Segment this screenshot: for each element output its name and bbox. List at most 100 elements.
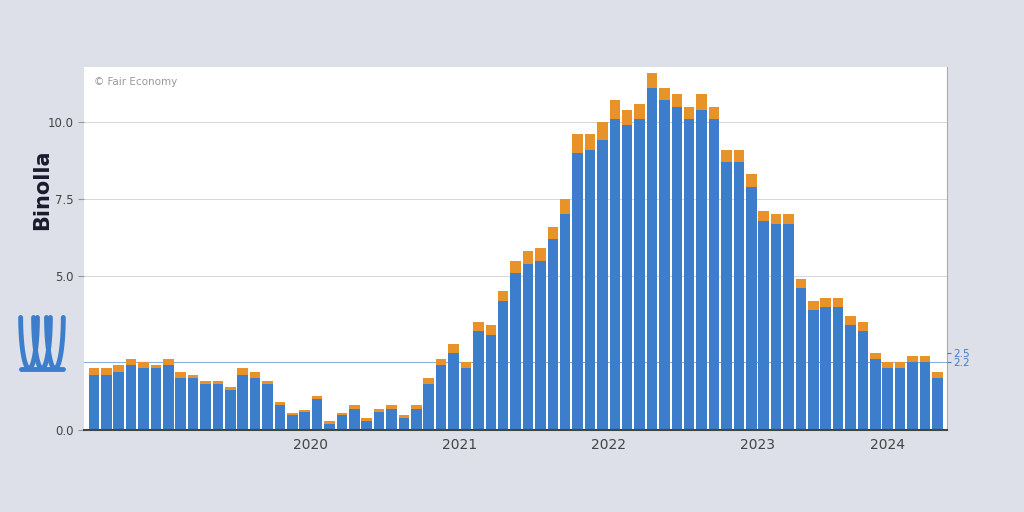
Bar — [721, 162, 732, 430]
Bar — [857, 331, 868, 430]
Bar — [114, 372, 124, 430]
Bar — [337, 413, 347, 415]
Bar — [485, 334, 496, 430]
Bar — [883, 362, 893, 369]
Bar — [411, 409, 422, 430]
Bar — [312, 396, 323, 399]
Bar — [522, 264, 534, 430]
Bar — [225, 387, 236, 390]
Bar — [361, 418, 372, 421]
Bar — [907, 356, 918, 362]
Bar — [287, 415, 298, 430]
Bar — [250, 372, 260, 378]
Bar — [845, 316, 856, 325]
Bar — [597, 122, 607, 140]
Bar — [89, 369, 99, 375]
Bar — [337, 415, 347, 430]
Bar — [647, 73, 657, 88]
Bar — [498, 301, 509, 430]
Bar — [783, 215, 794, 224]
Bar — [883, 369, 893, 430]
Bar — [609, 100, 621, 119]
Bar — [187, 375, 199, 378]
Bar — [187, 378, 199, 430]
Bar — [647, 88, 657, 430]
Bar — [398, 418, 410, 430]
Bar — [536, 248, 546, 261]
Bar — [870, 359, 881, 430]
Bar — [609, 119, 621, 430]
Bar — [733, 150, 744, 162]
Bar — [325, 424, 335, 430]
Bar — [548, 239, 558, 430]
Bar — [733, 162, 744, 430]
Bar — [213, 381, 223, 384]
Bar — [473, 331, 483, 430]
Bar — [672, 106, 682, 430]
Bar — [684, 106, 694, 119]
Bar — [175, 378, 186, 430]
Bar — [325, 421, 335, 424]
Bar — [622, 125, 633, 430]
Bar — [175, 372, 186, 378]
Bar — [510, 273, 521, 430]
Bar — [424, 378, 434, 384]
Bar — [424, 384, 434, 430]
Bar — [126, 359, 136, 366]
Bar — [659, 100, 670, 430]
Bar — [560, 199, 570, 215]
Bar — [522, 251, 534, 264]
Bar — [163, 366, 174, 430]
Bar — [461, 369, 471, 430]
Bar — [398, 415, 410, 418]
Bar — [250, 378, 260, 430]
Bar — [449, 344, 459, 353]
Bar — [759, 221, 769, 430]
Bar — [820, 297, 830, 307]
Bar — [833, 307, 844, 430]
Bar — [274, 406, 286, 430]
Bar — [274, 402, 286, 406]
Bar — [696, 94, 707, 110]
Bar — [920, 356, 930, 362]
Bar — [213, 384, 223, 430]
Bar — [138, 362, 148, 369]
Bar — [932, 378, 942, 430]
Bar — [299, 412, 310, 430]
Bar — [238, 369, 248, 375]
Bar — [151, 366, 161, 369]
Bar — [536, 261, 546, 430]
Bar — [510, 261, 521, 273]
Bar — [783, 224, 794, 430]
Bar — [374, 409, 384, 412]
Bar — [374, 412, 384, 430]
Bar — [361, 421, 372, 430]
Bar — [89, 375, 99, 430]
Bar — [151, 369, 161, 430]
Bar — [299, 410, 310, 412]
Bar — [225, 390, 236, 430]
Text: Binolla: Binolla — [32, 149, 52, 230]
Bar — [833, 297, 844, 307]
Bar — [163, 359, 174, 366]
Text: © Fair Economy: © Fair Economy — [94, 77, 177, 88]
Bar — [622, 110, 633, 125]
Bar — [932, 372, 942, 378]
Bar — [436, 359, 446, 366]
Bar — [895, 362, 905, 369]
Bar — [312, 399, 323, 430]
Bar — [709, 119, 719, 430]
Bar — [411, 406, 422, 409]
Bar — [485, 325, 496, 334]
Bar — [349, 409, 359, 430]
Bar — [808, 310, 818, 430]
Bar — [101, 369, 112, 375]
Bar — [696, 110, 707, 430]
Bar — [349, 406, 359, 409]
Bar — [572, 134, 583, 153]
Bar — [845, 325, 856, 430]
Bar — [672, 94, 682, 106]
Bar — [386, 409, 397, 430]
Bar — [771, 224, 781, 430]
Bar — [759, 211, 769, 221]
